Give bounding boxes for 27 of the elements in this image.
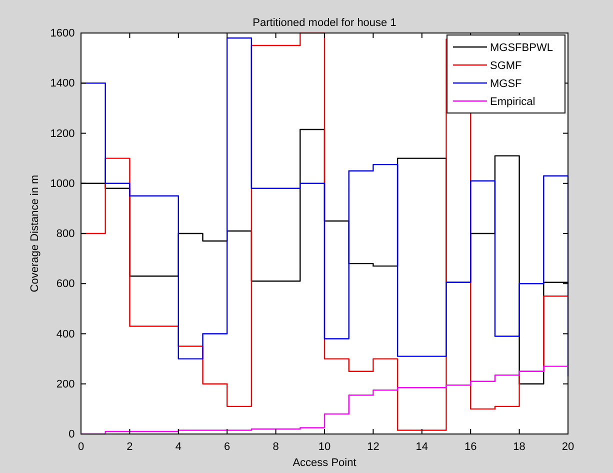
x-axis-title: Access Point [292,457,356,469]
legend-label: Empirical [490,96,536,108]
x-tick-label: 14 [416,441,428,454]
y-tick-label: 600 [56,278,75,290]
x-tick-label: 20 [562,441,574,454]
x-tick-label: 12 [367,441,380,454]
legend-label: MGSF [490,78,522,90]
chart-title: Partitioned model for house 1 [252,17,396,29]
x-tick-label: 10 [318,441,331,454]
y-tick-label: 1400 [50,78,75,90]
x-tick-label: 6 [224,441,230,454]
legend-label: SGMF [490,60,522,72]
y-tick-label: 200 [56,378,75,390]
x-tick-label: 16 [464,441,477,454]
x-tick-label: 18 [513,441,526,454]
y-tick-label: 0 [68,428,75,441]
x-tick-label: 8 [272,441,279,454]
y-tick-label: 800 [56,228,75,240]
legend-label: MGSFBPWL [490,42,553,54]
y-tick-label: 1000 [50,178,75,190]
x-tick-label: 2 [126,441,133,454]
y-axis-title: Coverage Distance in m [29,174,41,292]
y-tick-label: 400 [56,328,75,340]
y-tick-label: 1600 [50,28,75,40]
x-tick-label: 4 [175,441,182,454]
y-tick-label: 1200 [50,128,75,140]
x-tick-label: 0 [78,441,84,454]
